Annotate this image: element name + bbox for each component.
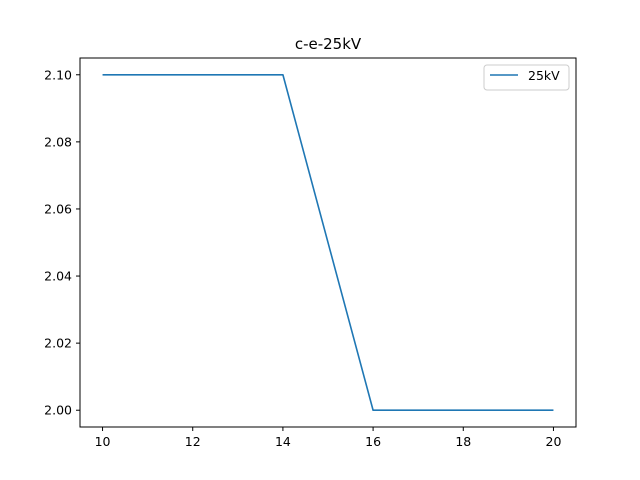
y-tick-label: 2.06 xyxy=(44,201,72,216)
x-tick-label: 20 xyxy=(546,434,562,449)
y-axis: 2.00 2.02 2.04 2.06 2.08 2.10 xyxy=(44,67,80,418)
y-tick-label: 2.02 xyxy=(44,336,72,351)
x-tick-label: 14 xyxy=(275,434,291,449)
series-layer xyxy=(102,73,554,412)
y-tick-label: 2.10 xyxy=(44,67,72,82)
y-tick-label: 2.00 xyxy=(44,403,72,418)
x-axis: 10 12 14 16 18 20 xyxy=(95,427,562,449)
series-line xyxy=(102,73,554,412)
y-tick-label: 2.08 xyxy=(44,134,72,149)
x-tick-label: 16 xyxy=(365,434,381,449)
x-tick-label: 18 xyxy=(455,434,471,449)
x-tick-label: 10 xyxy=(95,434,111,449)
legend-box xyxy=(483,64,570,91)
chart-title: c-e-25kV xyxy=(295,35,362,53)
y-tick-label: 2.04 xyxy=(44,269,72,284)
x-tick-label: 12 xyxy=(185,434,201,449)
axes-frame xyxy=(79,57,577,428)
legend: 25kV xyxy=(483,64,570,91)
legend-label: 25kV xyxy=(528,68,560,83)
